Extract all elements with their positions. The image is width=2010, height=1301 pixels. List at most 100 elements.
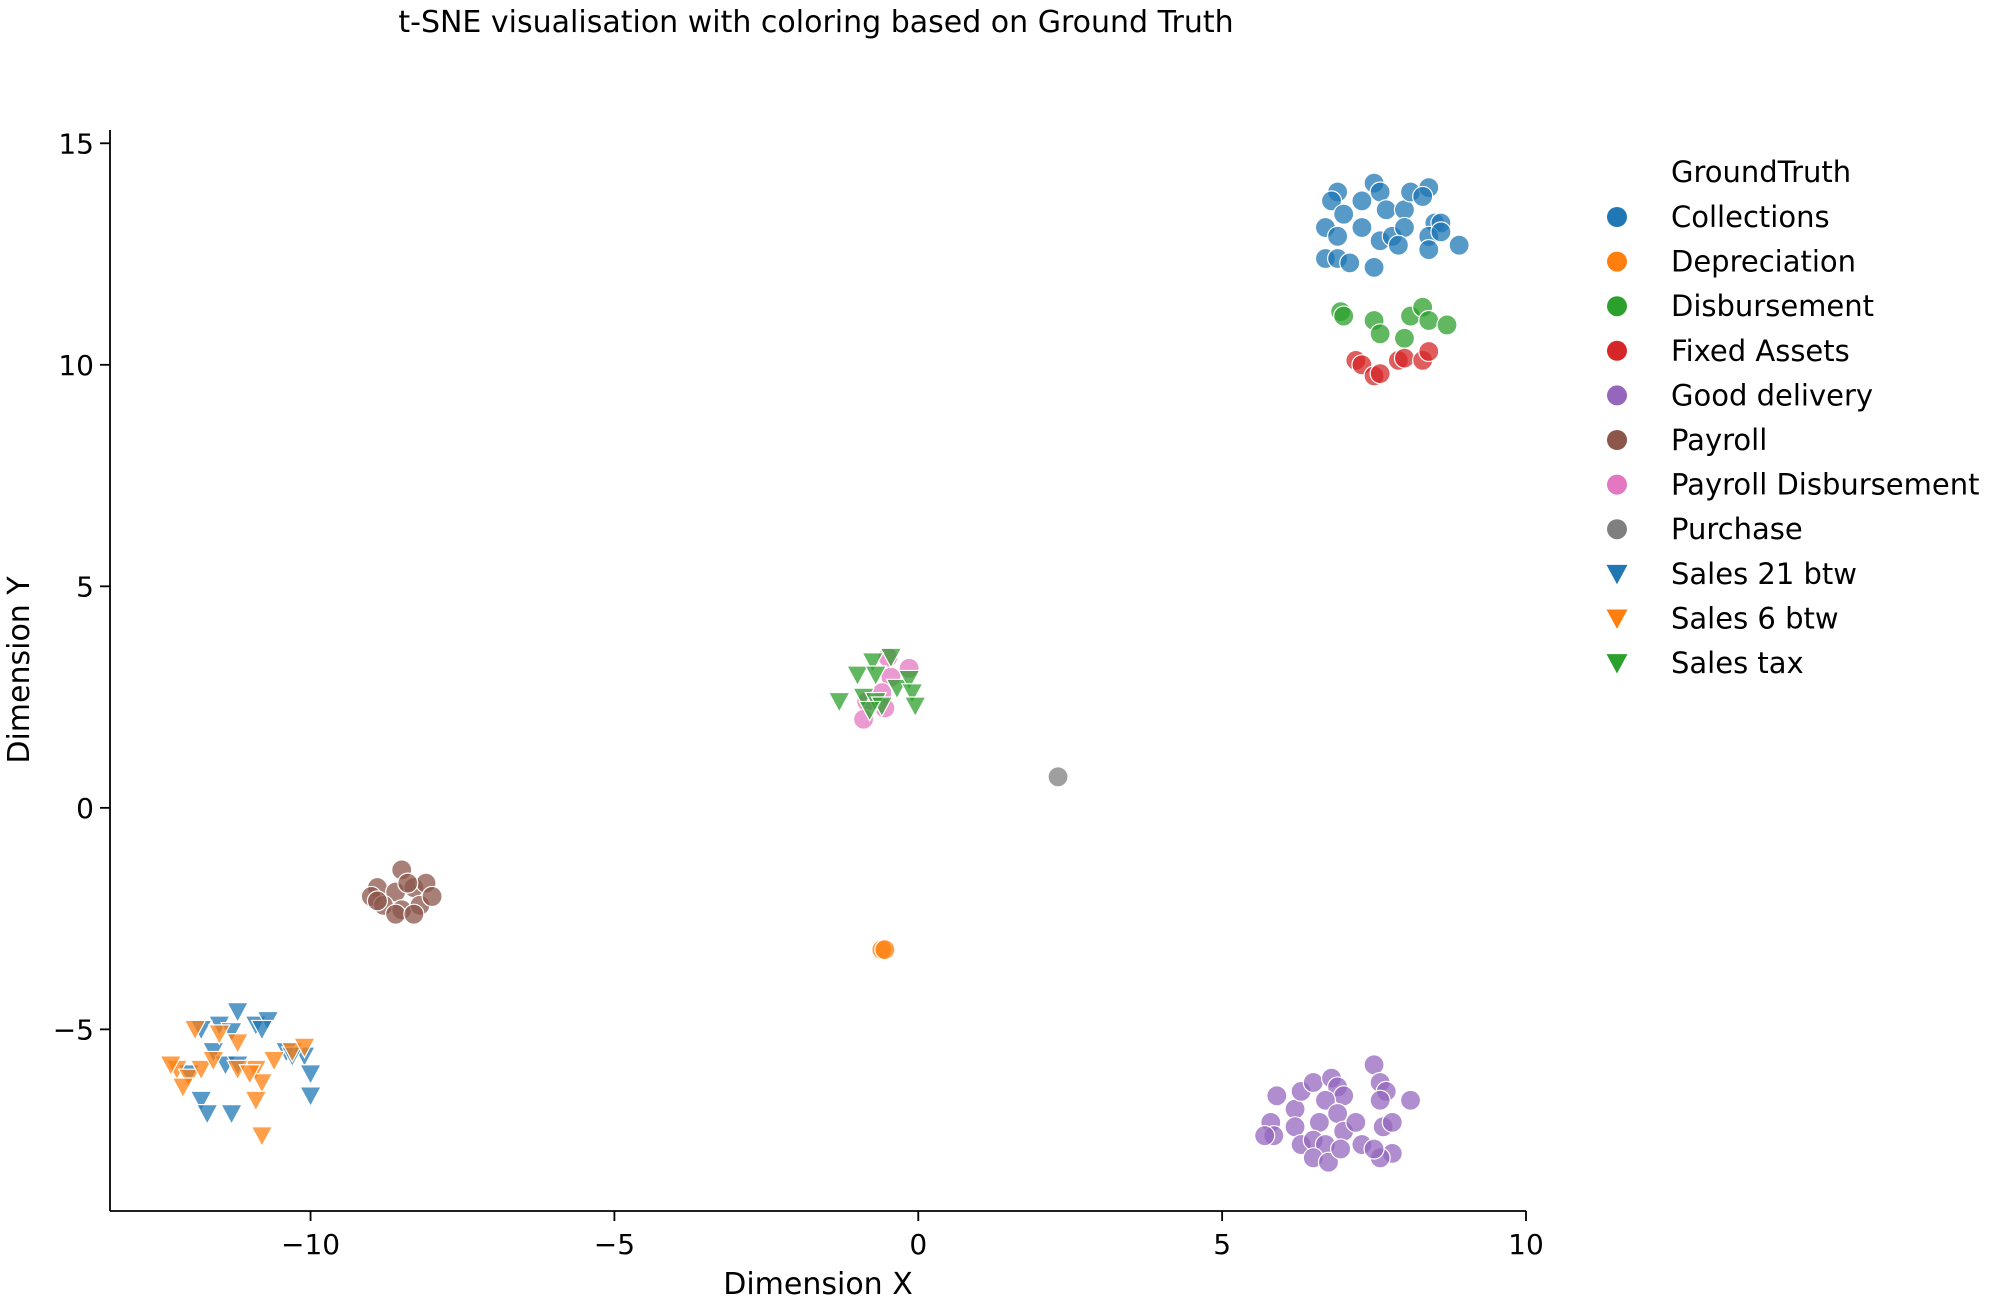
point-sales-6-btw xyxy=(292,1037,316,1059)
point-depreciation xyxy=(874,939,896,961)
point-good-delivery xyxy=(1330,1138,1352,1160)
legend-label: Payroll Disbursement xyxy=(1671,468,1979,502)
point-purchase xyxy=(1047,766,1069,788)
legend-label: Disbursement xyxy=(1671,289,1874,323)
y-tick-label: 15 xyxy=(58,127,94,160)
point-sales-tax xyxy=(861,652,885,674)
y-tick-label: 10 xyxy=(58,349,94,382)
point-good-delivery xyxy=(1369,1089,1391,1111)
x-tick-label: −10 xyxy=(281,1228,340,1261)
point-sales-21-btw xyxy=(226,1002,250,1024)
legend-marker-sales-6-btw xyxy=(1606,609,1628,629)
point-sales-tax xyxy=(903,696,927,718)
point-sales-6-btw xyxy=(238,1064,262,1086)
point-good-delivery xyxy=(1314,1089,1337,1111)
point-payroll xyxy=(403,903,425,925)
point-sales-6-btw xyxy=(189,1059,213,1081)
point-good-delivery xyxy=(1399,1089,1422,1111)
point-sales-6-btw xyxy=(226,1033,250,1055)
point-sales-tax xyxy=(900,683,924,705)
point-good-delivery xyxy=(1317,1151,1340,1173)
point-good-delivery xyxy=(1266,1085,1288,1107)
point-disbursement xyxy=(1393,327,1416,349)
data-points xyxy=(159,172,1470,1173)
point-sales-tax xyxy=(897,669,921,692)
point-payroll xyxy=(385,903,407,925)
point-sales-6-btw xyxy=(250,1072,274,1095)
point-collections xyxy=(1418,239,1440,261)
point-sales-tax xyxy=(827,691,851,714)
point-sales-tax xyxy=(879,647,903,669)
point-good-delivery xyxy=(1345,1111,1367,1133)
legend-label: Collections xyxy=(1671,200,1830,234)
point-good-delivery xyxy=(1308,1111,1330,1133)
point-good-delivery xyxy=(1381,1111,1403,1133)
legend-marker-sales-21-btw xyxy=(1606,564,1628,585)
point-collections xyxy=(1369,181,1391,203)
legend-marker-depreciation xyxy=(1607,251,1627,272)
point-good-delivery xyxy=(1363,1054,1385,1076)
point-sales-tax xyxy=(858,700,882,723)
y-tick-label: −5 xyxy=(53,1013,94,1046)
chart-title: t-SNE visualisation with coloring based … xyxy=(398,5,1233,40)
point-sales-21-btw xyxy=(299,1064,323,1086)
point-sales-21-btw xyxy=(195,1104,219,1126)
point-fixed-assets xyxy=(1418,340,1440,363)
point-sales-21-btw xyxy=(220,1104,244,1126)
point-sales-6-btw xyxy=(183,1019,207,1042)
point-good-delivery xyxy=(1254,1125,1276,1147)
x-tick-label: 5 xyxy=(1213,1228,1231,1261)
point-disbursement xyxy=(1333,305,1355,327)
point-collections xyxy=(1363,256,1385,278)
legend-marker-fixed-assets xyxy=(1607,340,1627,361)
point-sales-6-btw xyxy=(262,1050,286,1073)
legend-marker-collections xyxy=(1607,207,1627,227)
legend-marker-payroll-disbursement xyxy=(1607,474,1627,495)
point-collections xyxy=(1448,234,1470,256)
x-tick-label: −5 xyxy=(594,1228,635,1261)
point-collections xyxy=(1393,199,1416,221)
y-axis-label: Dimension Y xyxy=(2,576,37,764)
legend-label: Depreciation xyxy=(1671,245,1856,279)
legend-title: GroundTruth xyxy=(1671,155,1851,189)
point-sales-6-btw xyxy=(159,1055,183,1077)
point-sales-21-btw xyxy=(299,1086,323,1108)
point-payroll xyxy=(366,890,388,912)
point-collections xyxy=(1333,203,1355,225)
point-payroll xyxy=(397,872,419,894)
legend-marker-purchase xyxy=(1607,519,1627,540)
point-collections xyxy=(1393,216,1416,239)
point-fixed-assets xyxy=(1393,347,1416,369)
point-collections xyxy=(1327,225,1349,247)
point-sales-21-btw xyxy=(189,1090,213,1113)
point-sales-6-btw xyxy=(250,1126,274,1148)
legend: GroundTruth Collections Depreciation Disbu… xyxy=(1606,155,1979,680)
y-tick-label: 5 xyxy=(76,570,94,603)
point-sales-6-btw xyxy=(280,1041,304,1064)
legend-label: Payroll xyxy=(1671,423,1767,457)
x-tick-label: 10 xyxy=(1508,1228,1544,1261)
point-sales-tax xyxy=(845,665,870,687)
point-collections xyxy=(1387,234,1409,256)
point-good-delivery xyxy=(1284,1116,1306,1138)
plot-area: −10 −5 0 5 10 −5 0 5 10 15 xyxy=(53,127,1544,1261)
point-good-delivery xyxy=(1327,1102,1349,1125)
legend-label: Sales 21 btw xyxy=(1671,557,1857,591)
x-axis-label: Dimension X xyxy=(723,1267,913,1301)
point-sales-6-btw xyxy=(171,1077,195,1099)
legend-marker-sales-tax xyxy=(1606,654,1628,674)
point-collections xyxy=(1430,221,1452,243)
point-collections xyxy=(1339,252,1361,274)
legend-label: Purchase xyxy=(1671,512,1803,546)
point-good-delivery xyxy=(1284,1098,1306,1120)
point-collections xyxy=(1412,185,1434,208)
y-tick-label: 0 xyxy=(76,792,94,825)
x-tick-label: 0 xyxy=(909,1228,927,1261)
point-good-delivery xyxy=(1302,1071,1324,1094)
legend-label: Sales 6 btw xyxy=(1671,601,1839,635)
point-payroll xyxy=(421,885,443,908)
point-sales-6-btw xyxy=(201,1050,225,1073)
point-disbursement xyxy=(1436,314,1458,336)
legend-marker-disbursement xyxy=(1607,296,1627,317)
